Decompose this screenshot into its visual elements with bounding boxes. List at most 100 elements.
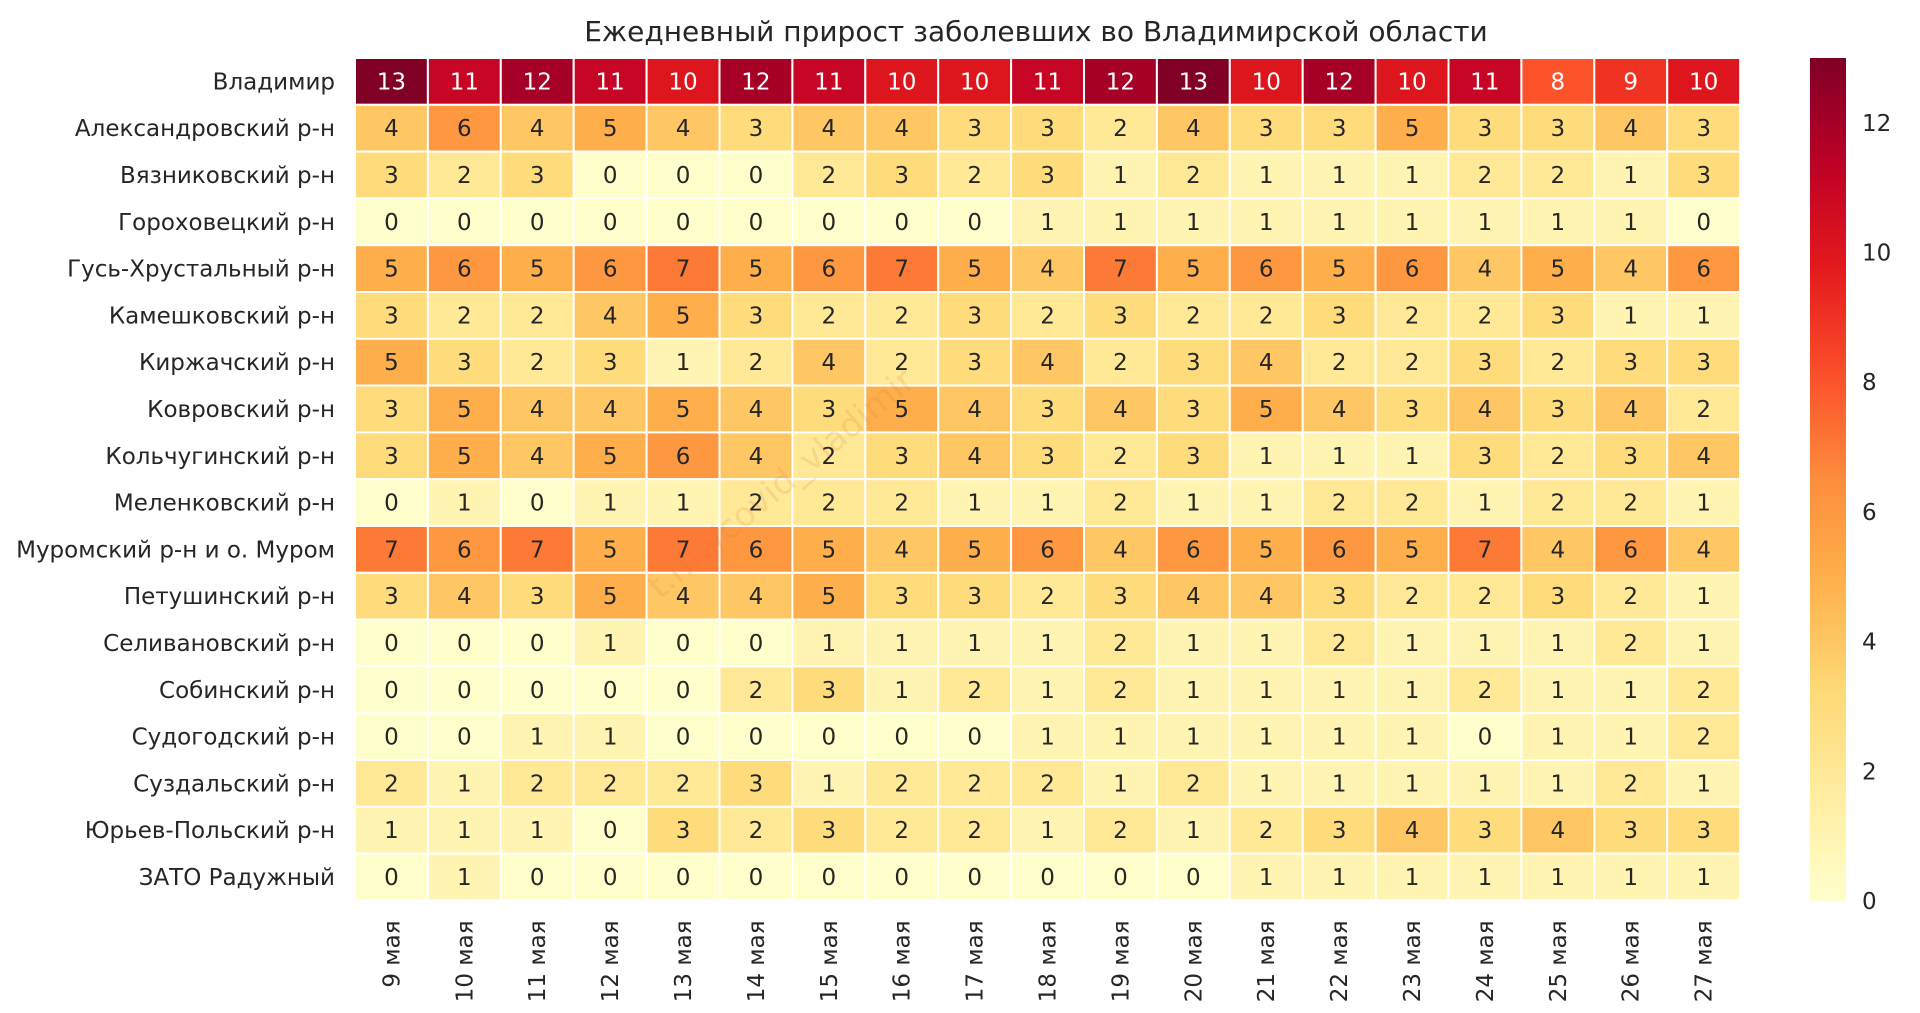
cell-value-label: 1	[1405, 444, 1420, 470]
heatmap-cell	[572, 852, 648, 902]
heatmap-cell	[1447, 384, 1523, 434]
cell-value-label: 0	[676, 865, 691, 891]
row-label: Вязниковский р-н	[120, 163, 335, 189]
heatmap-cell	[1666, 525, 1742, 574]
cell-value-label: 0	[603, 865, 618, 891]
cell-value-label: 1	[1405, 210, 1420, 236]
heatmap-cell	[1155, 103, 1231, 153]
heatmap-cell	[718, 759, 794, 808]
cell-value-label: 1	[1040, 631, 1055, 657]
column-label: 27 мая	[1692, 920, 1718, 1002]
heatmap-cell	[426, 244, 502, 293]
heatmap-cell	[426, 571, 502, 621]
heatmap-cell	[718, 384, 794, 434]
cell-value-label: 3	[1186, 350, 1201, 376]
heatmap-cell	[1447, 712, 1523, 762]
cell-value-label: 4	[1623, 116, 1638, 142]
heatmap-cell	[864, 852, 940, 902]
cell-value-label: 1	[1186, 678, 1201, 704]
cell-value-label: 1	[1405, 678, 1420, 704]
cell-value-label: 0	[1696, 210, 1711, 236]
column-label: 16 мая	[890, 920, 916, 1002]
heatmap-cell	[1083, 244, 1158, 293]
heatmap-cell	[1374, 197, 1450, 247]
row-label: ЗАТО Радужный	[139, 865, 335, 891]
cell-value-label: 1	[1040, 725, 1055, 751]
cell-value-label: 3	[1332, 116, 1347, 142]
cell-value-label: 8	[1551, 69, 1566, 95]
cell-value-label: 3	[822, 818, 837, 844]
cell-value-label: 3	[1478, 350, 1493, 376]
heatmap-cell	[864, 618, 940, 668]
cell-value-label: 0	[822, 210, 837, 236]
colorbar-gradient	[1810, 58, 1846, 901]
cell-value-label: 3	[1332, 303, 1347, 329]
cell-value-label: 13	[377, 69, 406, 95]
cell-value-label: 2	[1040, 584, 1055, 610]
cell-value-label: 2	[894, 350, 909, 376]
cell-value-label: 1	[1478, 210, 1493, 236]
cell-value-label: 1	[1478, 771, 1493, 797]
cell-value-label: 0	[749, 631, 764, 657]
column-label: 9 мая	[379, 920, 405, 987]
heatmap-cell	[791, 571, 867, 621]
heatmap-cell	[1666, 759, 1742, 808]
row-label: Судогодский р-н	[132, 725, 335, 751]
cell-value-label: 0	[1040, 865, 1055, 891]
heatmap-cell	[864, 103, 940, 153]
cell-value-label: 4	[384, 116, 399, 142]
column-label: 19 мая	[1108, 920, 1134, 1002]
heatmap-cell	[499, 665, 575, 715]
column-label: 10 мая	[452, 920, 478, 1002]
cell-value-label: 12	[523, 69, 552, 95]
cell-value-label: 6	[1332, 537, 1347, 563]
cell-value-label: 5	[603, 116, 618, 142]
cell-value-label: 4	[1040, 257, 1055, 283]
colorbar-tick-label: 2	[1862, 759, 1877, 785]
cell-value-label: 11	[596, 69, 625, 95]
heatmap-cell	[791, 384, 867, 434]
cell-value-label: 2	[822, 491, 837, 517]
cell-value-label: 10	[1252, 69, 1281, 95]
heatmap-cell	[572, 431, 648, 481]
cell-value-label: 1	[1623, 163, 1638, 189]
cell-value-label: 1	[603, 631, 618, 657]
heatmap-cell	[791, 665, 867, 715]
heatmap-cell	[1666, 712, 1742, 762]
cell-value-label: 3	[1696, 818, 1711, 844]
heatmap-cell	[645, 805, 721, 855]
heatmap-cell	[426, 337, 502, 387]
heatmap-cell	[1083, 525, 1158, 574]
cell-value-label: 3	[894, 584, 909, 610]
cell-value-label: 1	[603, 491, 618, 517]
cell-value-label: 0	[894, 865, 909, 891]
heatmap-cell	[1083, 852, 1158, 902]
cell-value-label: 4	[894, 116, 909, 142]
cell-value-label: 0	[384, 210, 399, 236]
cell-value-label: 2	[749, 350, 764, 376]
cell-value-label: 2	[1186, 163, 1201, 189]
cell-value-label: 2	[1113, 116, 1128, 142]
cell-value-label: 4	[1040, 350, 1055, 376]
column-label: 11 мая	[525, 920, 551, 1002]
heatmap-cell	[1593, 478, 1669, 528]
cell-value-label: 1	[1551, 865, 1566, 891]
heatmap-cell	[1301, 618, 1377, 668]
cell-value-label: 5	[384, 257, 399, 283]
cell-value-label: 1	[822, 631, 837, 657]
cell-value-label: 5	[1551, 257, 1566, 283]
cell-value-label: 4	[676, 584, 691, 610]
row-label: Юрьев-Польский р-н	[85, 818, 335, 844]
cell-value-label: 0	[603, 210, 618, 236]
cell-value-label: 2	[1259, 818, 1274, 844]
cell-value-label: 5	[967, 257, 982, 283]
cell-value-label: 1	[1696, 491, 1711, 517]
cell-value-label: 1	[1259, 210, 1274, 236]
cell-value-label: 1	[1551, 210, 1566, 236]
heatmap-cell	[1228, 525, 1304, 574]
cell-value-label: 1	[967, 491, 982, 517]
cell-value-label: 2	[1113, 818, 1128, 844]
cell-value-label: 4	[603, 397, 618, 423]
heatmap-cell	[1593, 525, 1669, 574]
